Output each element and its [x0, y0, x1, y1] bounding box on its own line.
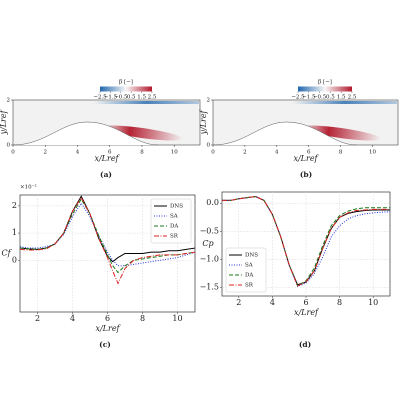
x-tick-label: 8 [337, 298, 342, 307]
x-tick-label: 6 [105, 314, 110, 323]
x-tick-label: 6 [303, 298, 308, 307]
x-tick-label: 10 [369, 150, 376, 156]
x-tick-label: 6 [307, 150, 311, 156]
colorbar [298, 86, 352, 92]
y-axis-label: Cf [1, 249, 12, 258]
x-tick-label: 2 [243, 150, 247, 156]
field-feature [292, 101, 397, 104]
y-tick-label: −1.5 [200, 283, 219, 292]
x-tick-label: 10 [172, 314, 182, 323]
legend-label: SA [170, 214, 179, 220]
series-line [222, 195, 390, 287]
caption: (a) [100, 170, 112, 179]
legend-label: DNS [170, 204, 183, 210]
y-axis-label: y/Lref [0, 108, 8, 135]
field-feature [300, 125, 381, 141]
colorbar-tick-label: −0.5 [114, 95, 128, 101]
x-tick-label: 2 [236, 298, 241, 307]
legend-label: DA [170, 224, 179, 230]
x-tick-label: 4 [70, 314, 75, 323]
hill [212, 121, 357, 146]
x-tick-label: 0 [11, 150, 15, 156]
caption: (c) [99, 340, 111, 349]
y-tick-label: 2 [7, 98, 11, 104]
y-tick-label: 0 [12, 255, 17, 264]
x-tick-label: 4 [275, 150, 279, 156]
y-tick-label: 0 [207, 143, 211, 149]
colorbar-tick-label: −2.5 [93, 95, 107, 101]
x-tick-label: 10 [171, 150, 178, 156]
colorbar-tick-label: 1.5 [337, 95, 346, 101]
x-tick-label: 8 [339, 150, 343, 156]
y-axis-label: Cp [202, 239, 213, 248]
x-tick-label: 4 [76, 150, 80, 156]
legend-label: DA [245, 273, 254, 279]
y-tick-label: −0.5 [200, 226, 219, 235]
y-tick-label: 2 [12, 201, 17, 210]
colorbar-tick-label: 2.5 [148, 95, 157, 101]
legend-label: SR [245, 283, 254, 289]
x-tick-label: 2 [43, 150, 47, 156]
colorbar-label: β [−] [119, 80, 133, 86]
axis-multiplier: ×10⁻² [20, 184, 37, 191]
series-line [222, 195, 390, 287]
colorbar-tick-label: −2.5 [291, 95, 305, 101]
legend-box [225, 247, 267, 293]
legend-box [150, 198, 192, 244]
colorbar-tick-label: 0.5 [326, 95, 335, 101]
colorbar-tick-label: −1.5 [104, 95, 118, 101]
colorbar [100, 86, 152, 92]
colorbar-label: β [−] [318, 80, 332, 86]
x-axis-label: x/Lref [294, 308, 320, 317]
legend-label: SA [245, 263, 254, 269]
caption: (b) [300, 170, 312, 179]
colorbar-tick-label: 2.5 [348, 95, 357, 101]
colorbar-tick-label: −0.5 [313, 95, 327, 101]
caption: (d) [299, 340, 311, 349]
hill [12, 121, 159, 146]
y-tick-label: 2 [207, 98, 211, 104]
colorbar-tick-label: 1.5 [137, 95, 146, 101]
x-tick-label: 2 [35, 314, 40, 323]
x-axis-label: x/Lref [95, 324, 121, 333]
x-tick-label: 4 [270, 298, 275, 307]
colorbar-tick-label: 0.5 [127, 95, 136, 101]
y-tick-label: 0.0 [206, 198, 219, 207]
y-tick-label: 1 [12, 228, 17, 237]
x-tick-label: 8 [140, 150, 144, 156]
field-feature [101, 125, 183, 141]
field-feature [93, 101, 199, 104]
x-tick-label: 0 [211, 150, 215, 156]
x-axis-label: x/Lref [94, 154, 120, 163]
legend-label: SR [170, 234, 179, 240]
legend-label: DNS [245, 253, 258, 259]
x-tick-label: 8 [140, 314, 145, 323]
x-axis-label: x/Lref [293, 154, 319, 163]
x-tick-label: 10 [368, 298, 378, 307]
series-line [19, 196, 196, 285]
colorbar-tick-label: −1.5 [302, 95, 316, 101]
y-tick-label: −1.0 [200, 254, 219, 263]
x-tick-label: 6 [108, 150, 112, 156]
y-axis-label: y/Lref [199, 108, 208, 135]
y-tick-label: 0 [7, 143, 11, 149]
